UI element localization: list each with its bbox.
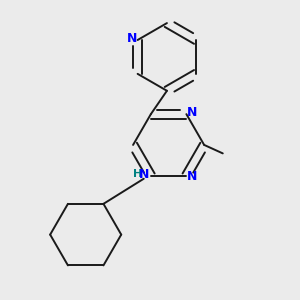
Text: H: H [133,169,142,179]
Text: N: N [187,106,198,119]
Text: N: N [139,168,149,181]
Text: N: N [187,170,197,183]
Text: N: N [127,32,137,45]
